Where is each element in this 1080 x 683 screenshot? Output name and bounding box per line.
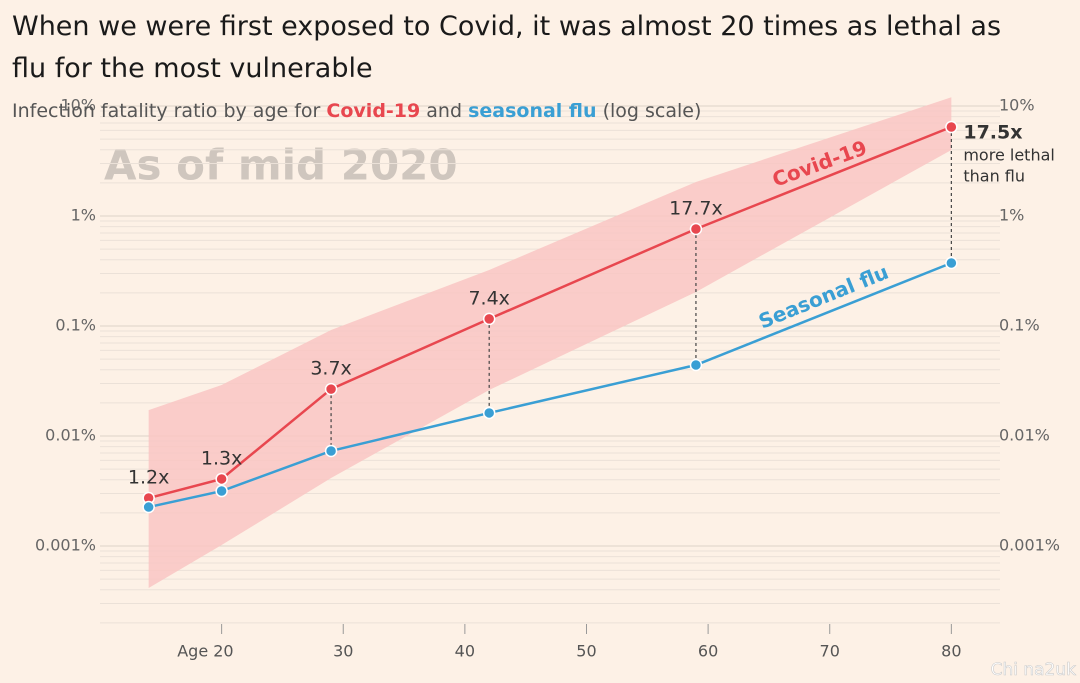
series-line bbox=[148, 261, 952, 509]
chart-title: When we were first exposed to Covid, it … bbox=[12, 11, 1002, 84]
point bbox=[215, 472, 228, 486]
ratio-label: 1.3x bbox=[201, 447, 242, 469]
point bbox=[482, 312, 496, 326]
ratio-label: 1.2x bbox=[128, 467, 169, 489]
x-tick-label: 40 bbox=[455, 642, 475, 661]
watermark: Chi na2uk bbox=[991, 660, 1077, 680]
subtitle-flu: seasonal flu bbox=[468, 100, 597, 122]
subtitle-text: Infection fatality ratio by age for bbox=[12, 100, 327, 122]
point bbox=[689, 358, 703, 372]
point bbox=[324, 444, 338, 458]
ratio-label: 17.7x bbox=[669, 197, 723, 219]
y-tick-label-right: 0.1% bbox=[999, 316, 1040, 335]
ratio-label: 3.7x bbox=[310, 358, 351, 380]
y-tick-label: 0.1% bbox=[55, 316, 96, 335]
x-tick-label: 30 bbox=[333, 642, 353, 661]
point bbox=[689, 222, 703, 236]
y-tick-label: 10% bbox=[60, 96, 96, 115]
ratio-note: more lethal bbox=[963, 146, 1054, 165]
subtitle: Infection fatality ratio by age for Covi… bbox=[12, 100, 701, 122]
x-tick-label: 70 bbox=[820, 642, 840, 661]
x-tick-label: 50 bbox=[576, 642, 596, 661]
point bbox=[215, 484, 228, 498]
ratio-label: 7.4x bbox=[468, 287, 509, 309]
subtitle-text: (log scale) bbox=[596, 100, 702, 122]
point bbox=[142, 500, 155, 514]
subtitle-text: and bbox=[420, 100, 469, 122]
point bbox=[945, 120, 958, 134]
y-tick-label: 1% bbox=[71, 206, 96, 225]
y-tick-label: 0.01% bbox=[45, 426, 96, 445]
y-tick-label-right: 0.001% bbox=[999, 536, 1060, 555]
ratio-note: than flu bbox=[963, 167, 1025, 186]
uncertainty-band bbox=[148, 97, 952, 589]
x-tick-label: 60 bbox=[698, 642, 718, 661]
point bbox=[324, 382, 338, 396]
y-tick-label-right: 10% bbox=[999, 96, 1035, 115]
point bbox=[945, 256, 958, 270]
y-tick-label: 0.001% bbox=[35, 536, 96, 555]
x-tick-label: Age 20 bbox=[177, 642, 233, 661]
subtitle-covid: Covid-19 bbox=[326, 100, 421, 122]
x-tick-label: 80 bbox=[941, 642, 961, 661]
ratio-label: 17.5x bbox=[963, 122, 1022, 144]
annotation: As of mid 2020 bbox=[104, 141, 458, 190]
point bbox=[482, 406, 496, 420]
y-tick-label-right: 0.01% bbox=[999, 426, 1050, 445]
y-tick-label-right: 1% bbox=[999, 206, 1024, 225]
series-line bbox=[148, 125, 952, 500]
